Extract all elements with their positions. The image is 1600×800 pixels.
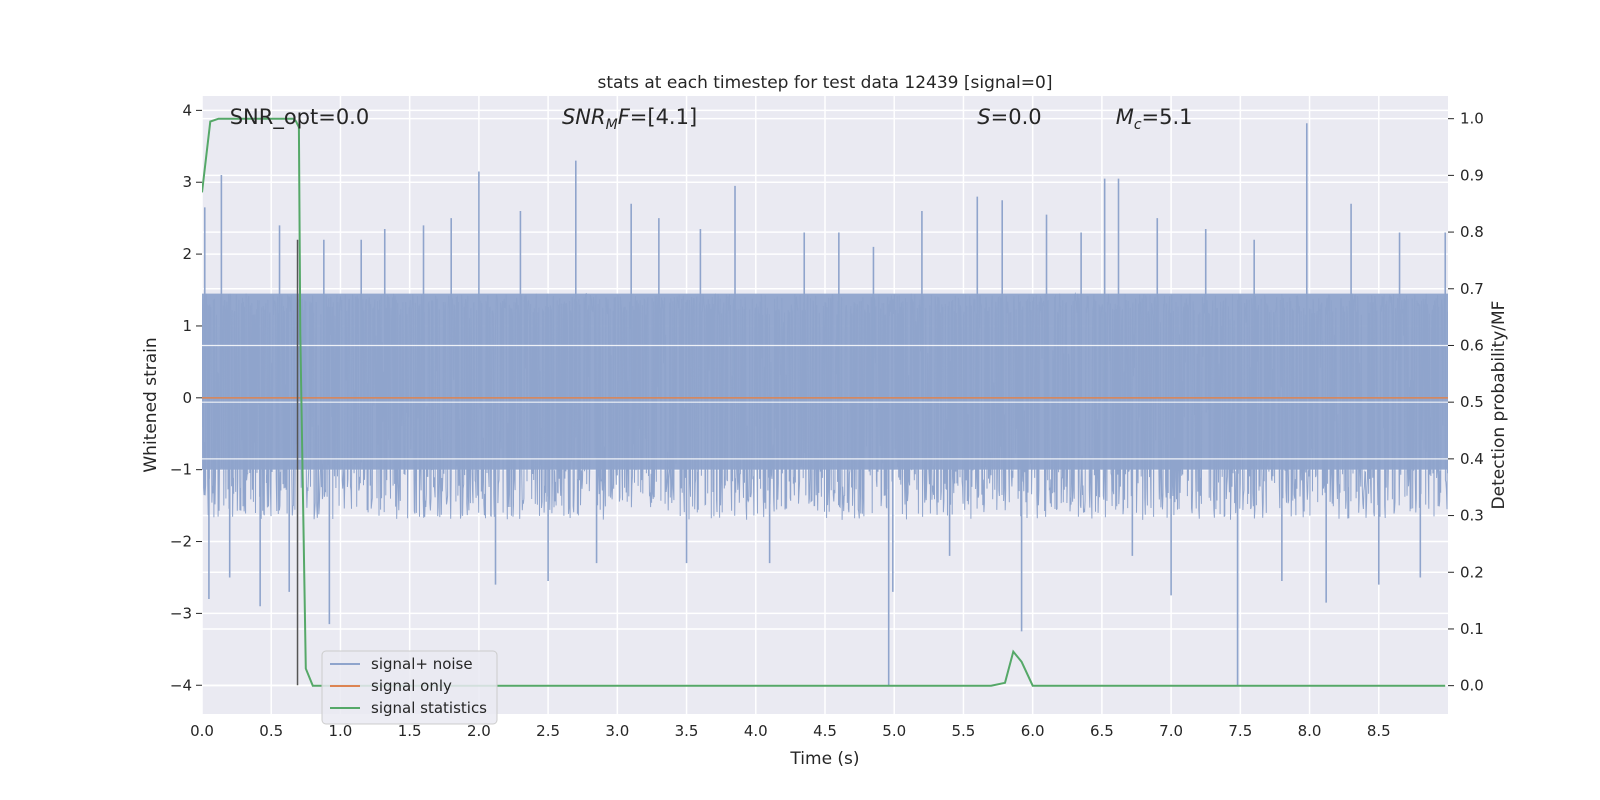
y-right-tick-label: 1.0 [1460,110,1484,128]
y-left-tick-label: 3 [182,173,192,191]
annotations: SNR_opt=0.0 SNRMF=[4.1] S=0.0 Mc=5.1 [230,105,1193,133]
x-tick-label: 8.0 [1298,722,1322,740]
ticks: 0.0 0.5 1.0 1.5 2.0 2.5 3.0 3.5 4.0 4.5 5.0 5.5 6.0 6… [170,101,1484,740]
y-right-tick-label: 0.1 [1460,620,1484,638]
y-left-tick-label: 4 [182,101,192,119]
x-tick-label: 4.0 [744,722,768,740]
y-right-tick-label: 0.9 [1460,166,1484,184]
y-left-tick-label: −1 [170,461,192,479]
y-left-tick-label: −3 [170,604,192,622]
x-tick-label: 5.5 [952,722,976,740]
x-tick-label: 4.5 [813,722,837,740]
legend: signal+ noise signal only signal statist… [321,650,498,725]
noise-trace [202,291,1448,520]
x-tick-label: 6.5 [1090,722,1114,740]
x-tick-label: 0.0 [190,722,214,740]
x-tick-label: 5.0 [882,722,906,740]
y-left-tick-label: 0 [182,389,192,407]
x-tick-label: 0.5 [259,722,283,740]
y-right-tick-label: 0.7 [1460,280,1484,298]
y-left-tick-label: −4 [170,676,192,694]
legend-label-signal-statistics: signal statistics [371,699,487,717]
legend-label-signal-only: signal only [371,677,452,695]
y-right-tick-label: 0.2 [1460,563,1484,581]
y-right-tick-label: 0.8 [1460,223,1484,241]
x-axis-label: Time (s) [789,749,859,769]
x-tick-label: 1.5 [398,722,422,740]
x-tick-label: 1.0 [329,722,353,740]
x-tick-label: 2.0 [467,722,491,740]
x-tick-label: 8.5 [1367,722,1391,740]
y-right-tick-label: 0.0 [1460,677,1484,695]
stat-annotation: Mc=5.1 [1116,105,1193,133]
y-axis-left-label: Whitened strain [141,337,161,472]
data-layer [202,117,1448,687]
x-tick-label: 6.0 [1021,722,1045,740]
y-right-tick-label: 0.4 [1460,450,1484,468]
stat-annotation: SNRMF=[4.1] [562,105,697,133]
y-right-tick-label: 0.3 [1460,507,1484,525]
y-axis-right-label: Detection probability/MF [1489,301,1509,510]
x-tick-label: 3.0 [605,722,629,740]
x-tick-label: 7.5 [1228,722,1252,740]
y-left-tick-label: 1 [182,317,192,335]
stat-annotation: SNR_opt=0.0 [230,105,370,130]
y-right-tick-label: 0.6 [1460,336,1484,354]
legend-box [321,650,498,725]
y-left-tick-label: −2 [170,533,192,551]
x-tick-label: 2.5 [536,722,560,740]
stat-annotation: S=0.0 [977,105,1041,129]
y-right-tick-label: 0.5 [1460,393,1484,411]
x-tick-label: 3.5 [675,722,699,740]
legend-label-signal-noise: signal+ noise [371,655,473,673]
x-tick-label: 7.0 [1159,722,1183,740]
y-left-tick-label: 2 [182,245,192,263]
chart-title: stats at each timestep for test data 124… [598,73,1053,93]
